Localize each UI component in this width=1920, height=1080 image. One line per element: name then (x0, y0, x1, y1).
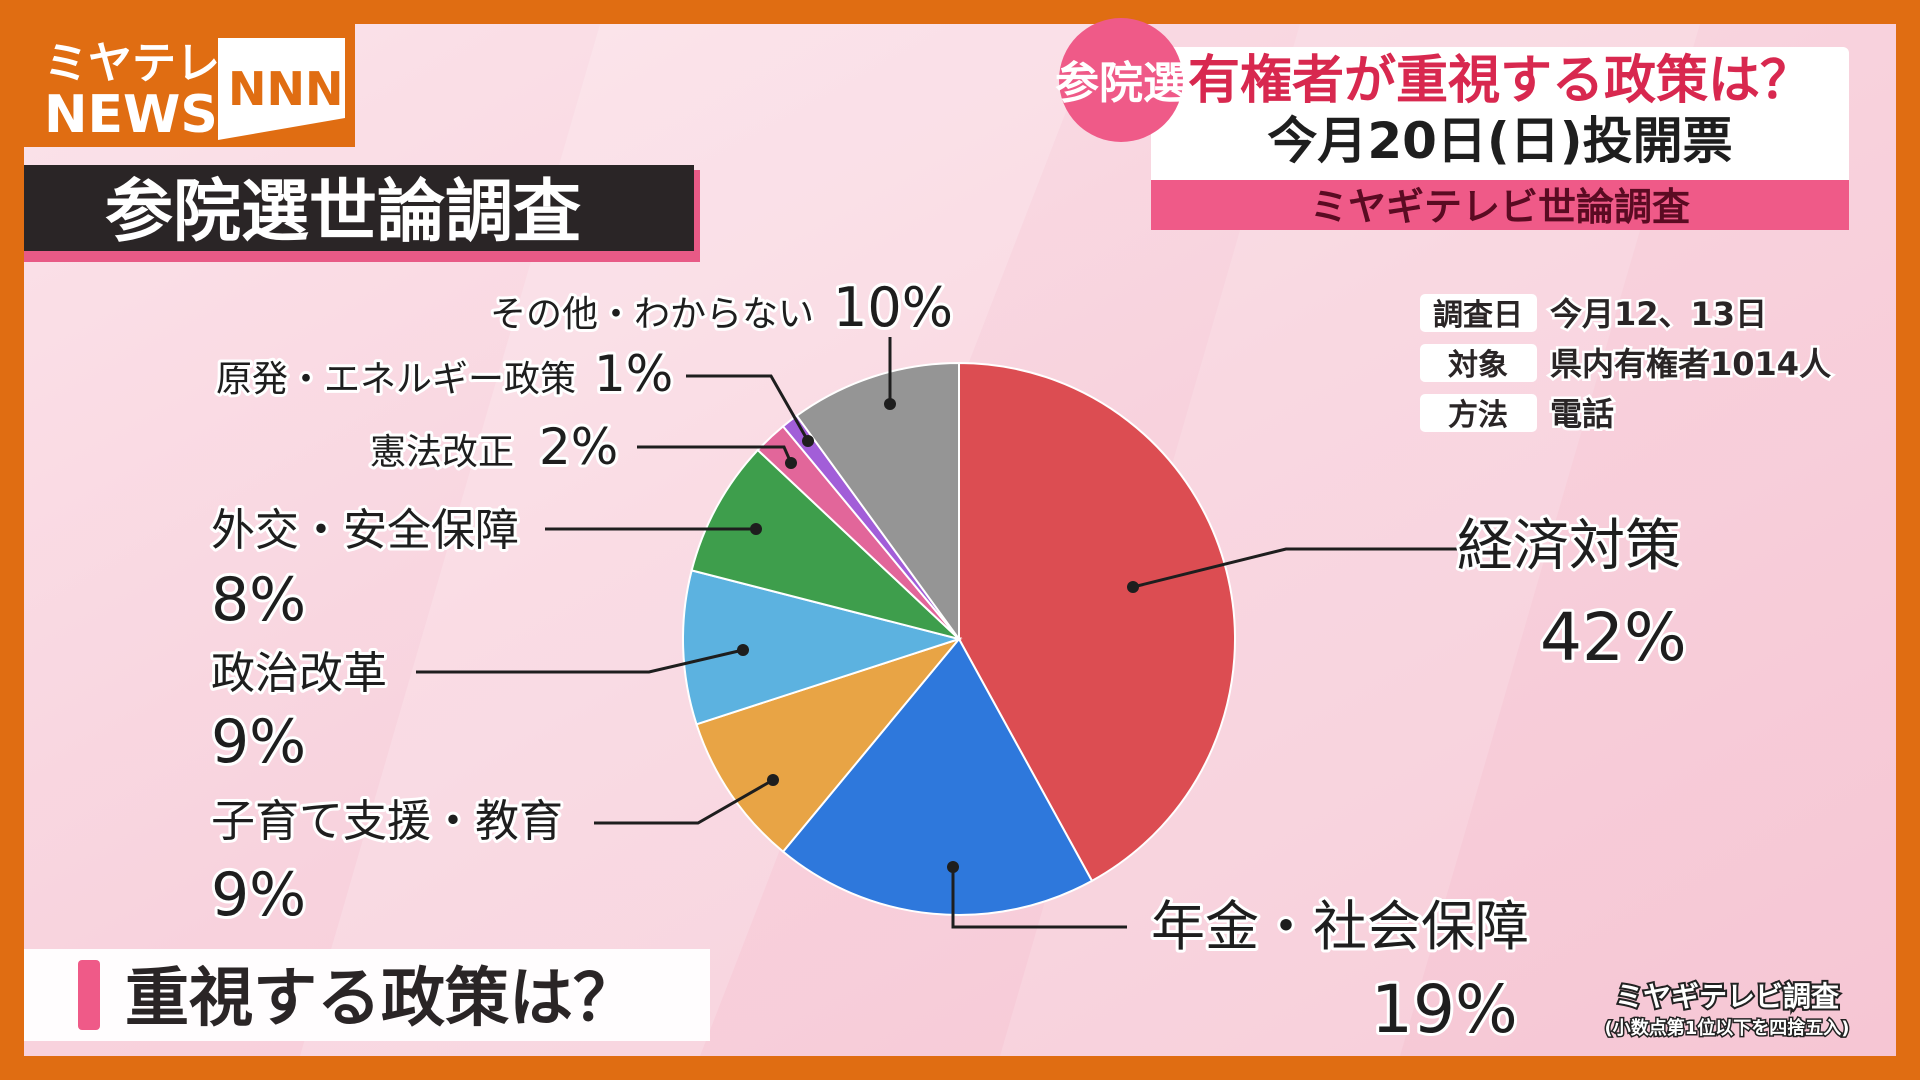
category-label: 年金・社会保障 (1151, 895, 1529, 958)
leader-dot (947, 861, 959, 873)
leader-dot (767, 774, 779, 786)
title-box (24, 165, 694, 251)
info-label-box (1420, 294, 1537, 332)
category-label: 経済対策 (1457, 514, 1681, 579)
header-band-text: ミヤギテレビ世論調査 (1310, 185, 1690, 229)
leader-line (686, 374, 810, 442)
badge-text: 参院選 (1055, 58, 1187, 109)
category-label: 政治改革 (211, 648, 387, 699)
leader-line (951, 867, 1127, 929)
value-label: 42% (1540, 599, 1687, 676)
leader-dot (884, 398, 896, 410)
category-label: 子育て支援・教育 (211, 796, 563, 847)
info-label-box (1420, 344, 1537, 382)
leader-dot (785, 457, 797, 469)
info-value: 県内有権者1014人 (1550, 345, 1831, 383)
leader-line (594, 778, 774, 825)
pie-slice (682, 569, 963, 726)
leader-dot (750, 523, 762, 535)
question-bar (78, 960, 100, 1030)
badge (1059, 18, 1183, 142)
category-label: 憲法改正 (370, 432, 514, 473)
value-label: 1% (594, 345, 673, 403)
value-label: 9% (211, 707, 306, 777)
value-label: 2% (539, 418, 618, 476)
header-box (1151, 47, 1849, 187)
pie-slice (690, 448, 960, 640)
question-box (24, 949, 710, 1041)
value-label: 19% (1371, 971, 1518, 1048)
logo-brand: NNN (228, 62, 344, 116)
info-value: 電話 (1550, 395, 1614, 433)
leader-dot (1127, 581, 1139, 593)
pie-slice (781, 637, 1094, 916)
leader-line (416, 648, 744, 674)
pie-slice (695, 636, 962, 854)
info-label: 調査日 (1433, 298, 1523, 333)
logo-text: NEWS (44, 85, 218, 145)
headline: 有権者が重視する政策は？ (1188, 51, 1812, 111)
leader-dot (802, 435, 814, 447)
leader-line (1132, 547, 1457, 589)
subline: 今月20日(日)投開票 (1267, 112, 1732, 170)
pie-slice (958, 361, 1236, 883)
chart-title: 重視する政策は？ (125, 962, 637, 1036)
source: ミヤギテレビ調査 (1615, 980, 1839, 1013)
header-band (1151, 180, 1849, 230)
value-label: 9% (211, 860, 306, 930)
logo-badge (218, 38, 345, 140)
bg-stripe (300, 24, 1100, 1056)
source-note: (小数点第1位以下を四捨五入) (1605, 1017, 1850, 1039)
pie-slice (795, 361, 960, 643)
info-label: 対象 (1448, 348, 1508, 383)
info-label: 方法 (1448, 398, 1508, 433)
info-value: 今月12、13日 (1550, 295, 1767, 333)
value-label: 10% (833, 276, 953, 339)
category-label: その他・わからない (490, 294, 814, 335)
leader-dot (737, 644, 749, 656)
logo-text: ミヤテレ (44, 38, 220, 89)
category-label: 外交・安全保障 (211, 505, 519, 556)
value-label: 8% (211, 565, 306, 635)
category-label: 原発・エネルギー政策 (216, 359, 576, 400)
info-label-box (1420, 394, 1537, 432)
survey-title: 参院選世論調査 (105, 173, 581, 252)
